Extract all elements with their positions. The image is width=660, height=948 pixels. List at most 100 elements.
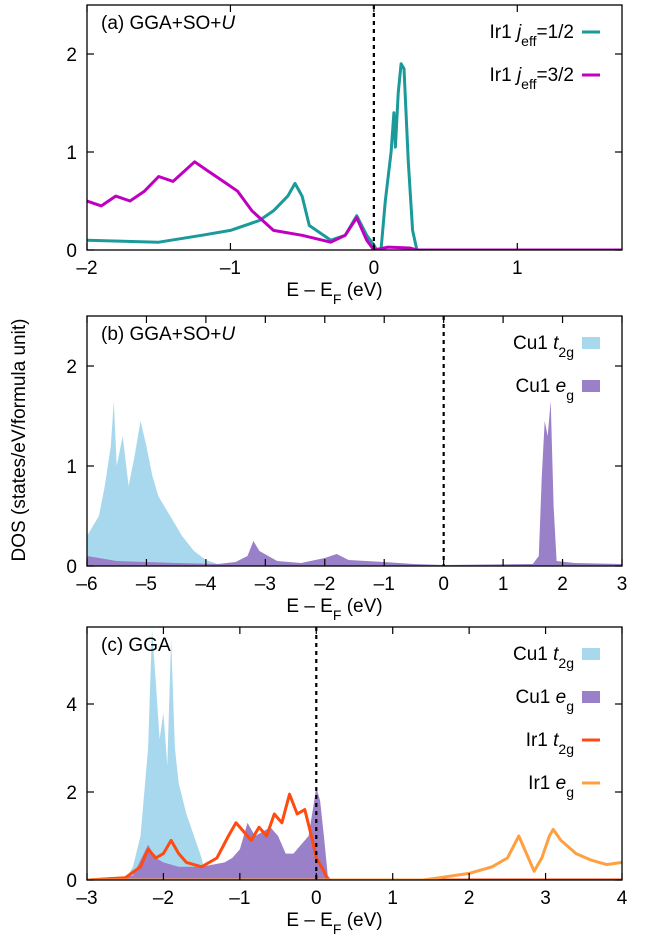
legend-label-part: =3/2	[536, 65, 574, 86]
legend-swatch	[582, 380, 600, 392]
y-tick-label: 2	[66, 357, 77, 378]
legend-label-part: Cu1	[513, 644, 553, 665]
legend-label-part: t	[553, 730, 559, 751]
x-tick-label: 1	[498, 574, 509, 595]
panel-title: (b) GGA+SO+U	[101, 324, 235, 345]
legend-label-part: Cu1	[513, 333, 553, 354]
x-tick-label: –2	[153, 888, 174, 909]
x-axis-label-part: E – E	[286, 280, 332, 301]
legend-label: Ir1 t2g	[526, 730, 574, 757]
legend-swatch	[582, 691, 600, 703]
panel-title-part: U	[221, 13, 235, 34]
x-axis-label-part: E – E	[286, 596, 332, 617]
legend-label-part: Cu1	[515, 376, 555, 397]
legend-label: Cu1 t2g	[513, 644, 574, 671]
x-axis-label-part: F	[333, 291, 342, 307]
y-axis-label: DOS (states/eV/formula unit)	[9, 319, 30, 562]
x-axis-label-part: (eV)	[341, 910, 382, 931]
x-axis-label-part: F	[333, 607, 342, 623]
legend-label: Cu1 eg	[515, 687, 574, 714]
x-tick-label: 2	[557, 574, 568, 595]
x-tick-label: 0	[438, 574, 449, 595]
panel-title-part: (a) GGA+SO+	[101, 13, 221, 34]
panel-title-part: (b) GGA+SO+	[101, 324, 221, 345]
legend-label: Ir1 jeff=1/2	[489, 22, 574, 49]
x-tick-label: –1	[374, 574, 395, 595]
panel: –6 –5 –4 –3 –2 –1 0 1 2 3 0 1 2 E – EF (eV) (b) GGA+SO…	[66, 315, 628, 623]
x-tick-label: –1	[229, 888, 250, 909]
y-tick-label: 0	[66, 871, 77, 892]
legend-label: Ir1 jeff=3/2	[489, 65, 574, 92]
y-tick-label: 0	[66, 241, 77, 262]
x-tick-label: –2	[314, 574, 335, 595]
legend-label-part: Cu1	[515, 687, 555, 708]
x-tick-label: –6	[76, 574, 97, 595]
legend-label-part: eff	[521, 76, 536, 92]
x-tick-label: –5	[136, 574, 157, 595]
legend-label-part: g	[566, 784, 574, 800]
plot-area	[87, 62, 622, 250]
legend-label-part: 2g	[558, 344, 574, 360]
legend-label: Ir1 eg	[528, 773, 574, 800]
legend-label-part: g	[566, 387, 574, 403]
legend-label-part: Ir1	[526, 730, 553, 751]
x-axis-label-part: F	[333, 921, 342, 937]
legend-label-part: t	[553, 644, 559, 665]
x-tick-label: 0	[311, 888, 322, 909]
panel-title: (a) GGA+SO+U	[101, 13, 235, 34]
x-tick-label: 0	[369, 258, 380, 279]
legend-swatch	[582, 337, 600, 349]
area	[87, 629, 622, 880]
plot-frame	[86, 626, 623, 881]
x-axis-label-part: (eV)	[341, 596, 382, 617]
legend-label: Cu1 eg	[515, 376, 574, 403]
y-tick-label: 1	[66, 457, 77, 478]
x-tick-label: 1	[387, 888, 398, 909]
line	[87, 62, 622, 250]
legend-label-part: e	[556, 773, 567, 794]
y-tick-label: 4	[66, 695, 77, 716]
panel-title-part: U	[221, 324, 235, 345]
x-tick-label: –3	[76, 888, 97, 909]
panel-title: (c) GGA	[101, 635, 171, 656]
x-axis-label: E – EF (eV)	[286, 280, 382, 307]
legend-label-part: e	[556, 687, 567, 708]
x-tick-label: –1	[220, 258, 241, 279]
legend-label-part: eff	[521, 33, 536, 49]
x-tick-label: 2	[464, 888, 475, 909]
x-tick-label: 3	[540, 888, 551, 909]
legend-label-part: e	[556, 376, 567, 397]
y-tick-label: 0	[66, 557, 77, 578]
x-tick-label: 4	[617, 888, 628, 909]
legend-label-part: =1/2	[536, 22, 574, 43]
legend-label-part: Ir1	[528, 773, 555, 794]
legend-label: Cu1 t2g	[513, 333, 574, 360]
x-tick-label: 1	[512, 258, 523, 279]
area	[87, 787, 622, 880]
x-tick-label: –3	[255, 574, 276, 595]
plot-frame	[86, 4, 623, 251]
area	[87, 401, 622, 566]
y-tick-label: 2	[66, 45, 77, 66]
x-tick-label: –2	[76, 258, 97, 279]
legend-label-part: Ir1	[489, 22, 516, 43]
y-tick-label: 2	[66, 783, 77, 804]
plot-frame	[86, 315, 623, 567]
x-tick-label: –4	[195, 574, 217, 595]
line	[87, 792, 622, 880]
plot-area	[87, 401, 622, 566]
legend-label-part: j	[514, 65, 522, 86]
x-axis-label: E – EF (eV)	[286, 596, 382, 623]
panel-title-part: (c) GGA	[101, 635, 171, 656]
legend-label-part: 2g	[558, 741, 574, 757]
legend-label-part: Ir1	[489, 65, 516, 86]
plot-area	[87, 629, 622, 880]
x-tick-label: 3	[617, 574, 628, 595]
legend-swatch	[582, 648, 600, 660]
x-axis-label-part: E – E	[286, 910, 332, 931]
x-axis-label: E – EF (eV)	[286, 910, 382, 937]
legend-label-part: g	[566, 698, 574, 714]
